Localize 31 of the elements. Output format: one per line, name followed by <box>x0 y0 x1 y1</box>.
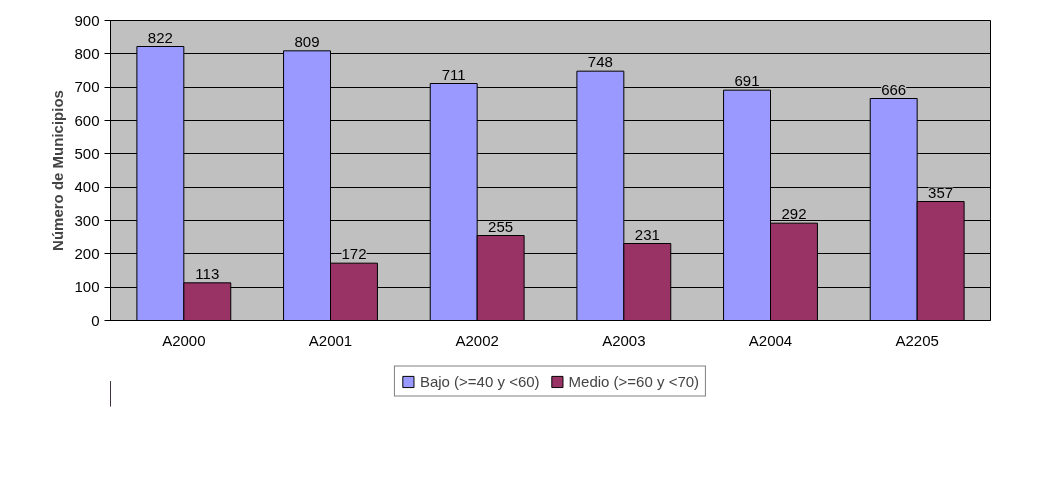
data-label: 255 <box>488 217 514 235</box>
x-tick-label: A2001 <box>308 331 353 349</box>
y-tick-label: 800 <box>74 44 100 62</box>
x-tick-label: A2205 <box>895 331 939 349</box>
y-tick-label: 100 <box>74 278 100 296</box>
x-tick-label: A2003 <box>602 331 646 349</box>
data-label: 822 <box>147 28 173 46</box>
x-tick-label: A2002 <box>455 331 499 349</box>
y-tick-label: 200 <box>74 244 100 262</box>
data-label: 292 <box>781 205 807 223</box>
data-label: 711 <box>441 65 466 83</box>
legend-label: Medio (>=60 y <70) <box>568 372 700 390</box>
data-label: 666 <box>881 80 907 98</box>
data-label: 231 <box>634 225 660 243</box>
y-tick-label: 300 <box>74 211 100 229</box>
data-label: 691 <box>734 72 760 90</box>
x-tick-label: A2004 <box>748 331 793 349</box>
data-label: 172 <box>341 245 367 263</box>
data-label: 809 <box>294 32 320 50</box>
y-tick-label: 400 <box>74 178 100 196</box>
legend-label: Bajo (>=40 y <60) <box>419 372 540 390</box>
y-tick-label: 500 <box>74 144 100 162</box>
data-label: 748 <box>587 53 613 71</box>
y-tick-label: 0 <box>91 311 100 329</box>
y-axis-title: Número de Municipios <box>49 90 67 251</box>
y-tick-label: 600 <box>74 111 100 129</box>
x-tick-label: A2000 <box>162 331 206 349</box>
data-label: 357 <box>928 183 954 201</box>
y-tick-label: 900 <box>74 11 100 29</box>
y-tick-label: 700 <box>74 78 100 96</box>
data-label: 113 <box>195 264 220 282</box>
